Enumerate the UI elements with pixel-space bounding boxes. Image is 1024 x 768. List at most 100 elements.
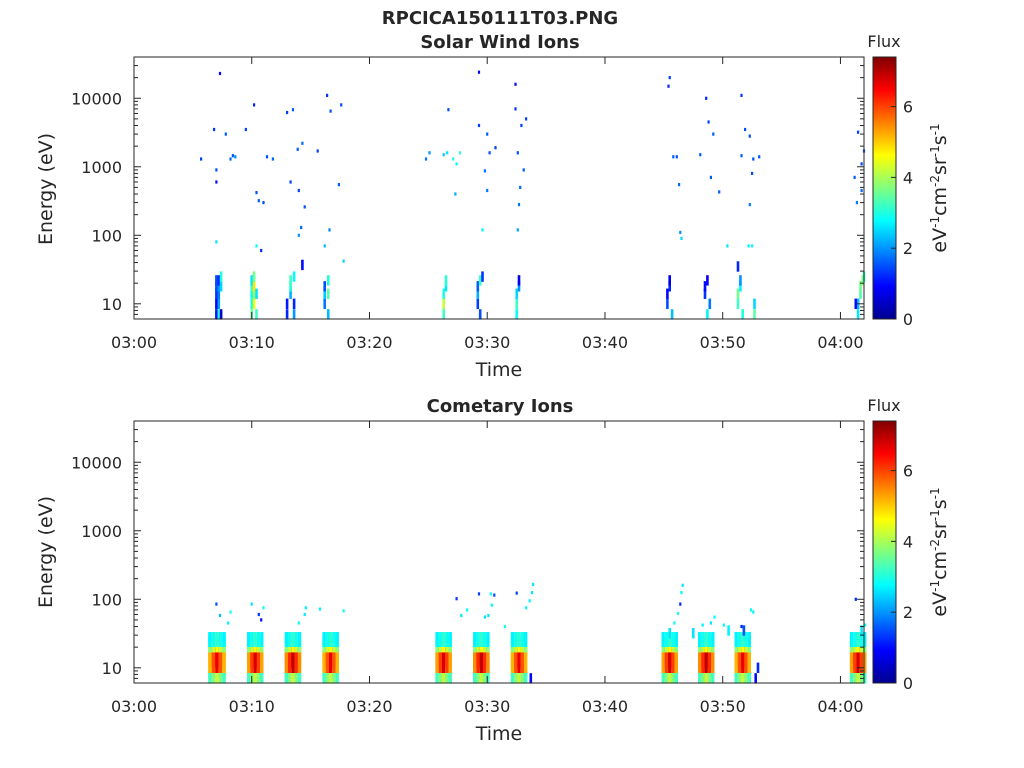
flux-cell: [853, 642, 857, 653]
flux-cell: [297, 668, 302, 679]
flux-cell: [476, 642, 480, 653]
flux-cell: [514, 662, 518, 673]
flux-cell: [744, 127, 747, 132]
flux-cell: [229, 610, 232, 614]
flux-cell: [520, 642, 524, 653]
spectrogram-cells: [200, 70, 866, 320]
flux-cell: [668, 652, 672, 663]
flux-cell: [286, 110, 289, 115]
flux-cell: [255, 191, 258, 195]
flux-cell: [215, 662, 219, 673]
flux-cell: [215, 180, 218, 184]
flux-cell: [863, 652, 867, 663]
flux-cell: [483, 668, 487, 679]
flux-cell: [510, 662, 515, 673]
flux-cell: [300, 225, 303, 230]
colorbar-label: eV-1cm-2sr-1s-1: [928, 487, 951, 616]
flux-cell: [325, 668, 329, 679]
flux-cell: [448, 668, 452, 679]
y-tick-label: 1000: [81, 522, 122, 541]
flux-cell: [291, 662, 295, 673]
x-tick-label: 03:20: [346, 333, 392, 352]
flux-cell: [255, 288, 258, 299]
flux-cell: [668, 275, 671, 286]
flux-cell: [718, 190, 721, 194]
flux-cell: [734, 642, 738, 653]
flux-cell: [707, 652, 712, 663]
flux-cell: [853, 632, 857, 643]
colorbar-tick-label: 2: [903, 239, 913, 258]
flux-cell: [701, 668, 705, 679]
flux-cell: [285, 298, 289, 309]
flux-cell: [705, 96, 708, 100]
flux-cell: [325, 642, 329, 653]
flux-cell: [325, 662, 329, 673]
flux-cell: [442, 632, 446, 643]
axis-ticks: [133, 56, 864, 320]
flux-cell: [722, 623, 725, 627]
flux-cell: [664, 652, 669, 663]
colorbar-title: Flux: [867, 32, 900, 51]
flux-cell: [734, 652, 738, 663]
flux-cell: [435, 652, 439, 663]
flux-cell: [668, 662, 672, 673]
x-axis-label: Time: [475, 723, 523, 745]
flux-cell: [664, 668, 669, 679]
flux-cell: [284, 642, 288, 653]
flux-cell: [681, 583, 684, 587]
flux-cell: [438, 642, 442, 653]
flux-cell: [217, 275, 221, 286]
flux-cell: [288, 642, 292, 653]
flux-cell: [524, 642, 528, 653]
flux-cell: [325, 632, 329, 643]
flux-cell: [671, 632, 675, 643]
flux-cell: [486, 652, 490, 663]
flux-cell: [704, 642, 708, 653]
x-axis-label: Time: [475, 359, 523, 381]
flux-cell: [859, 652, 864, 663]
flux-cell: [740, 154, 743, 158]
x-tick-label: 03:40: [582, 697, 628, 716]
flux-cell: [294, 662, 298, 673]
flux-cell: [748, 134, 751, 138]
flux-cell: [747, 668, 751, 679]
flux-cell: [849, 632, 854, 643]
flux-cell: [322, 662, 326, 673]
axis-ticks: [133, 420, 864, 684]
flux-cell: [213, 127, 216, 132]
flux-cell: [294, 668, 298, 679]
flux-cell: [707, 120, 710, 124]
flux-cell: [517, 668, 521, 679]
flux-cell: [747, 632, 751, 643]
flux-cell: [698, 642, 702, 653]
flux-cell: [284, 632, 288, 643]
flux-cell: [222, 652, 226, 663]
flux-cell: [332, 652, 336, 663]
flux-cell: [473, 652, 477, 663]
flux-cell: [452, 157, 455, 161]
flux-cell: [734, 662, 738, 673]
flux-cell: [859, 288, 862, 299]
flux-cell: [703, 288, 707, 299]
flux-cell: [329, 652, 333, 663]
flux-cell: [671, 642, 675, 653]
flux-cell: [215, 275, 218, 286]
flux-cell: [291, 642, 295, 653]
flux-cell: [329, 662, 333, 673]
flux-cell: [289, 275, 292, 286]
flux-cell: [532, 582, 535, 586]
flux-cell: [442, 652, 446, 663]
flux-cell: [289, 180, 292, 184]
flux-cell: [737, 668, 742, 679]
flux-cell: [476, 281, 480, 292]
flux-cell: [711, 642, 715, 653]
flux-cell: [673, 621, 676, 625]
flux-cell: [442, 288, 445, 299]
flux-cell: [294, 632, 298, 643]
flux-cell: [707, 642, 712, 653]
flux-cell: [525, 117, 528, 121]
flux-cell: [740, 624, 743, 629]
flux-cell: [217, 281, 221, 292]
flux-cell: [664, 632, 669, 643]
flux-cell: [215, 168, 218, 172]
